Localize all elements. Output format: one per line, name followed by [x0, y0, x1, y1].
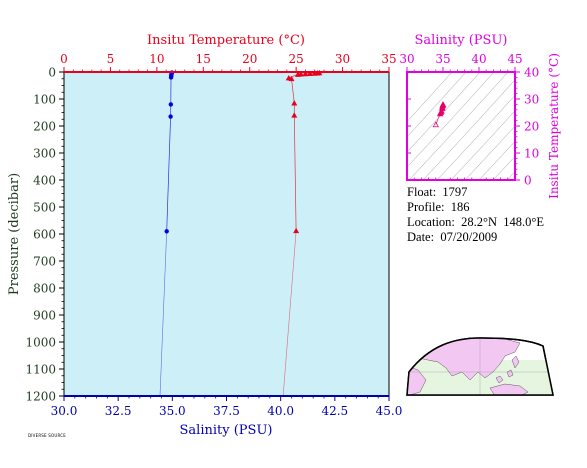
ts-contour-line [422, 79, 515, 180]
temperature-tick-label: 0 [60, 52, 68, 66]
temperature-axis-ticks: 0 5 10 15 20 25 30 35 [60, 52, 397, 72]
pressure-tick-label: 1200 [25, 390, 56, 404]
plot-background [64, 72, 389, 396]
ts-contour-line [492, 156, 515, 180]
pressure-tick-label: 900 [33, 309, 56, 323]
ts-contour-line [408, 72, 509, 180]
ts-contour-line [407, 72, 467, 138]
ts-contour-line [407, 72, 481, 153]
pressure-tick-label: 300 [33, 147, 56, 161]
salinity-axis-ticks: 30.0 32.5 35.0 37.5 40.0 42.5 45.0 [51, 396, 403, 418]
temperature-tick-label: 20 [242, 52, 257, 66]
ts-salinity-tick-label: 45 [507, 52, 522, 66]
salinity-point [168, 114, 173, 119]
ts-salinity-label: Salinity (PSU) [415, 33, 508, 48]
pressure-axis-ticks: 0 100 200 300 400 500 600 700 800 900 1000 1100 1200 [25, 66, 64, 404]
temperature-point [295, 71, 301, 77]
salinity-tick-label: 42.5 [321, 404, 348, 418]
ts-temperature-label: Insitu Temperature (°C) [547, 53, 561, 199]
pressure-tick-label: 500 [33, 201, 56, 215]
pressure-tick-label: 800 [33, 282, 56, 296]
footer-mark: DIVERSE SOURCE [28, 433, 66, 438]
profile-plot: 0 5 10 15 20 25 30 35 30.0 32.5 35.0 37.5 40.0 42.5 4… [7, 33, 402, 438]
ts-contour-line [407, 72, 453, 123]
temperature-tick-label: 30 [335, 52, 350, 66]
pressure-tick-label: 0 [48, 66, 56, 80]
ts-salinity-ticks: 30 35 40 45 [399, 52, 523, 180]
pressure-tick-label: 700 [33, 255, 56, 269]
temperature-point [291, 112, 298, 118]
ts-point [439, 101, 447, 107]
ts-contour-line [478, 140, 515, 180]
ts-contour-line [450, 110, 515, 180]
pressure-tick-label: 400 [33, 174, 56, 188]
temperature-point [293, 227, 300, 234]
pressure-tick-label: 1100 [25, 363, 56, 377]
locator-map [406, 337, 554, 396]
map-outline [406, 337, 554, 396]
map-landmass-islands [495, 355, 520, 384]
temperature-point [302, 70, 309, 77]
profile-number: Profile: 186 [407, 200, 470, 214]
salinity-point [164, 229, 169, 234]
pressure-tick-label: 600 [33, 228, 56, 242]
pressure-axis-label: Pressure (decibar) [7, 173, 22, 295]
ts-temperature-tick-label: 40 [524, 66, 539, 80]
pressure-tick-label: 100 [33, 93, 56, 107]
salinity-tick-label: 35.0 [159, 404, 186, 418]
salinity-tick-label: 45.0 [376, 404, 403, 418]
temperature-point [288, 75, 295, 82]
salinity-tick-label: 40.0 [267, 404, 294, 418]
ts-contour-line [407, 72, 495, 168]
salinity-tick-label: 30.0 [51, 404, 78, 418]
ts-salinity-tick-label: 35 [435, 52, 450, 66]
temperature-point [291, 100, 298, 106]
ts-salinity-tick-label: 30 [399, 52, 414, 66]
temperature-tick-label: 25 [289, 52, 304, 66]
temperature-point [311, 70, 318, 76]
ts-temperature-tick-label: 0 [524, 174, 532, 188]
map-landmass-west [407, 365, 427, 395]
salinity-tick-label: 32.5 [105, 404, 132, 418]
profile-extrapolation [282, 230, 297, 397]
map-landmass-south [489, 383, 529, 395]
salinity-point [168, 102, 174, 107]
ts-contour-line [436, 94, 515, 180]
profile-points [164, 69, 323, 234]
ts-salinity-tick-label: 40 [471, 52, 486, 66]
salinity-tick-label: 37.5 [213, 404, 240, 418]
temperature-tick-label: 10 [149, 52, 164, 66]
pressure-tick-label: 200 [33, 120, 56, 134]
ts-temperature-tick-label: 20 [524, 120, 539, 134]
temperature-point [307, 70, 314, 77]
pressure-tick-label: 1000 [25, 336, 56, 350]
temperature-tick-label: 15 [196, 52, 211, 66]
ts-density-contours [407, 72, 515, 180]
ts-point [432, 121, 439, 128]
ts-temperature-ticks: 0 10 20 30 40 [407, 66, 539, 188]
temperature-tick-label: 5 [107, 52, 115, 66]
temperature-tick-label: 35 [381, 52, 396, 66]
ts-temperature-tick-label: 30 [524, 93, 539, 107]
float-info-panel: Float: 1797 Profile: 186 Location: 28.2°… [407, 185, 544, 245]
temperature-axis-label: Insitu Temperature (°C) [147, 33, 305, 48]
profile-date: Date: 07/20/2009 [407, 230, 498, 244]
ts-points [432, 101, 447, 128]
float-location: Location: 28.2°N 148.0°E [407, 215, 545, 229]
float-id: Float: 1797 [407, 185, 468, 199]
ts-plot-background [407, 72, 515, 180]
salinity-point [168, 75, 174, 80]
profile-extrapolation [159, 231, 167, 397]
ts-point [438, 107, 445, 114]
salinity-axis-label: Salinity (PSU) [180, 423, 273, 438]
ts-temperature-tick-label: 10 [524, 147, 539, 161]
ts-contour-line [464, 125, 515, 180]
